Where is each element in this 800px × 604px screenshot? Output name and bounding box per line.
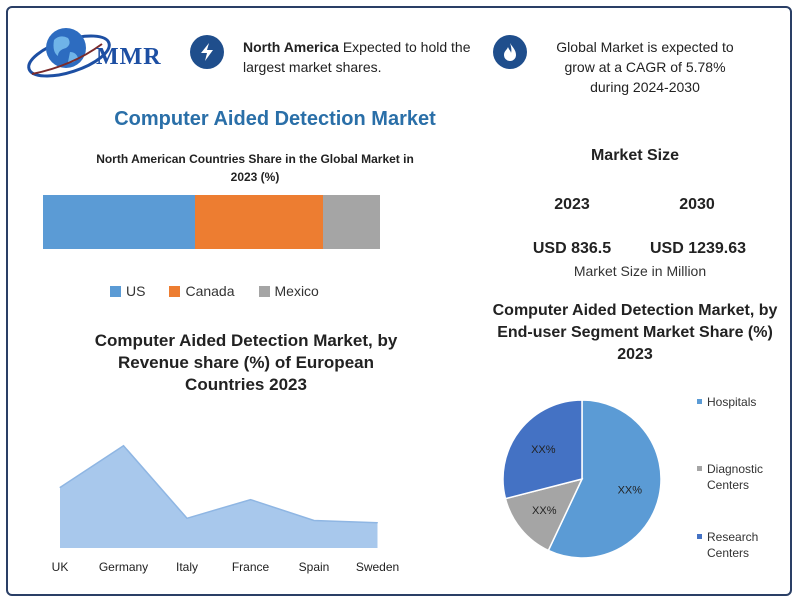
- brand-logo: [24, 18, 174, 88]
- brand-logo-text: MMR: [96, 44, 162, 70]
- legend-swatch: [110, 285, 121, 297]
- pie-legend-item-hospitals: Hospitals: [697, 394, 777, 410]
- legend-swatch: [258, 285, 270, 297]
- legend-item-canada: Canada: [169, 283, 235, 299]
- year-2030: 2030: [679, 196, 715, 213]
- pie-legend-item-research-centers: Research Centers: [697, 529, 777, 561]
- data-point-uk: [59, 487, 61, 488]
- legend-swatch: [697, 399, 702, 404]
- value-2030: USD 1239.63: [649, 240, 747, 257]
- legend-label: US: [126, 283, 146, 299]
- highlight-cagr: Global Market is expected to grow at a C…: [556, 39, 734, 95]
- highlight-text: Expected to hold the largest market shar…: [243, 39, 471, 75]
- x-tick-label: UK: [52, 560, 69, 574]
- legend-swatch: [169, 285, 181, 297]
- eu-area-chart: UK Germany Italy France Spain Sweden: [52, 444, 399, 574]
- x-tick-label: France: [232, 560, 270, 574]
- year-2023: 2023: [554, 196, 590, 213]
- market-size-title: Market Size: [590, 147, 680, 164]
- flame-icon: [493, 35, 527, 69]
- data-point-france: [250, 499, 251, 501]
- data-point-sweden: [377, 522, 378, 524]
- pie-slice-research-centers: [502, 399, 583, 500]
- lightning-icon: [190, 35, 224, 69]
- na-legend: US Canada Mexico: [110, 283, 343, 299]
- highlight-bold: North America: [243, 39, 339, 55]
- infographic-frame: [6, 6, 792, 596]
- area-series: [60, 445, 378, 548]
- legend-label: Research Centers: [707, 530, 759, 560]
- bar-segment-canada: [194, 195, 323, 249]
- pie-slice-label: XX%: [532, 505, 557, 517]
- legend-label: Hospitals: [707, 395, 757, 409]
- globe-logo-icon: [27, 28, 111, 78]
- legend-label: Mexico: [274, 283, 319, 299]
- bar-segment-us: [43, 195, 195, 249]
- data-point-germany: [123, 445, 124, 447]
- x-tick-label: Germany: [99, 560, 148, 574]
- pie-slice-hospitals: [547, 399, 662, 559]
- data-point-spain: [313, 520, 315, 521]
- legend-label: Canada: [185, 283, 235, 299]
- segment-pie-chart: XX% XX% XX%: [502, 399, 662, 559]
- highlight-north-america: North America Expected to hold the large…: [243, 37, 483, 77]
- pie-slice-label: XX%: [618, 485, 643, 497]
- eu-chart-title: Computer Aided Detection Market, by Reve…: [94, 331, 398, 394]
- legend-item-us: US: [110, 283, 145, 299]
- x-tick-label: Italy: [176, 560, 198, 574]
- x-tick-label: Sweden: [356, 560, 399, 574]
- value-2023: USD 836.5: [532, 240, 612, 257]
- na-stacked-bar: [43, 195, 380, 249]
- data-point-italy: [186, 517, 188, 519]
- na-chart-title: North American Countries Share in the Gl…: [96, 152, 414, 184]
- pie-slice-diagnostic-centers: [504, 477, 584, 552]
- x-tick-label: Spain: [299, 560, 330, 574]
- area-outline: [59, 444, 378, 524]
- legend-label: Diagnostic Centers: [707, 462, 764, 492]
- bar-segment-mexico: [322, 195, 380, 249]
- pie-legend-item-diagnostic-centers: Diagnostic Centers: [697, 461, 777, 493]
- legend-item-mexico: Mexico: [258, 283, 319, 299]
- legend-swatch: [697, 466, 702, 471]
- market-size-unit: Market Size in Million: [573, 263, 707, 279]
- legend-swatch: [697, 534, 702, 539]
- main-title: Computer Aided Detection Market: [114, 108, 436, 130]
- segment-chart-title: Computer Aided Detection Market, by End-…: [492, 302, 778, 363]
- pie-slice-label: XX%: [531, 444, 556, 456]
